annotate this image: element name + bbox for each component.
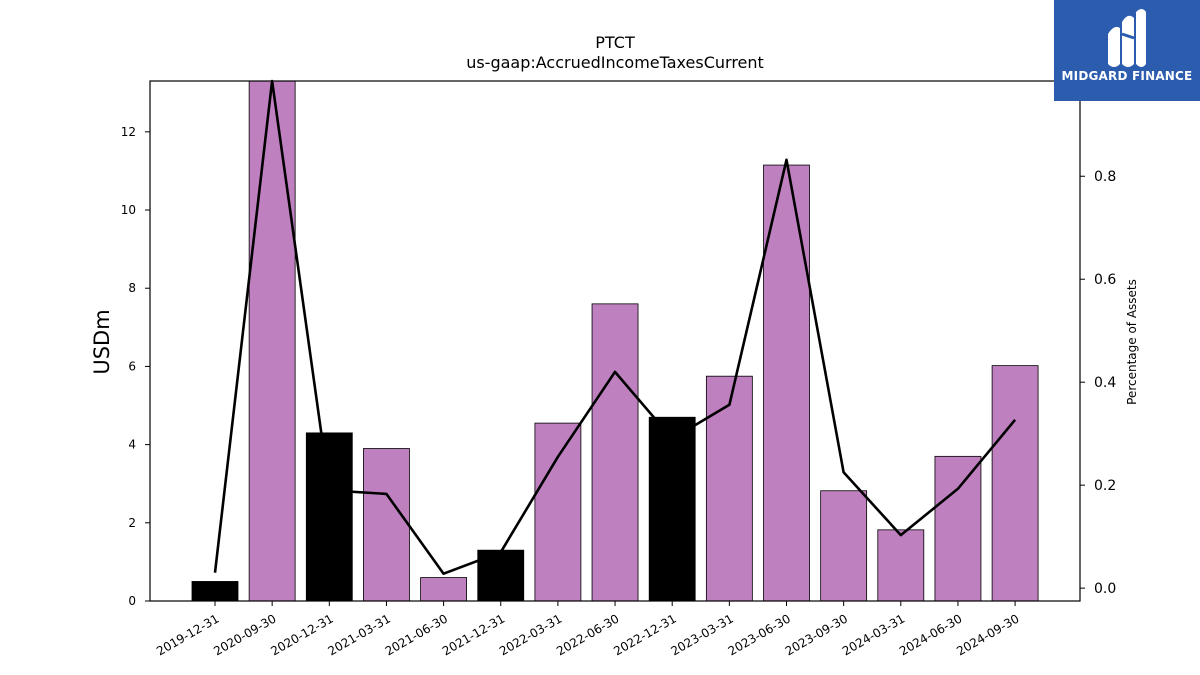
bar-2021-06-30: [420, 577, 468, 602]
x-tick-label: 2022-06-30: [554, 611, 621, 658]
x-tick-label: 2019-12-31: [154, 611, 221, 658]
y-tick-label: 0: [128, 594, 136, 608]
y-tick-label: 12: [121, 125, 136, 139]
bar-2024-09-30: [991, 365, 1039, 602]
bar-2022-12-31: [648, 416, 696, 602]
x-tick-label: 2020-12-31: [268, 611, 335, 658]
y-ticks: 0 2 4 6 8 10 12: [121, 125, 150, 608]
bar-2020-12-31: [305, 432, 353, 602]
y2-ticks: 0.0 0.2 0.4 0.6 0.8: [1080, 169, 1116, 597]
y2-tick-label: 0.6: [1094, 272, 1116, 288]
midgard-logo-icon: [1108, 9, 1146, 67]
chart-title: PTCT: [595, 33, 635, 52]
x-tick-label: 2021-12-31: [440, 611, 507, 658]
bar-2024-03-31: [877, 529, 925, 602]
y-axis-label: USDm: [90, 309, 114, 374]
y2-tick-label: 0.0: [1094, 581, 1116, 597]
bar-2019-12-31: [191, 581, 239, 602]
chart-subtitle: us-gaap:AccruedIncomeTaxesCurrent: [466, 53, 764, 72]
bar-2023-09-30: [820, 490, 868, 602]
y2-tick-label: 0.2: [1094, 478, 1116, 494]
line-series: [213, 79, 1017, 576]
x-tick-label: 2020-09-30: [211, 611, 278, 658]
bar-2024-06-30: [934, 455, 982, 602]
x-tick-label: 2023-09-30: [783, 611, 850, 658]
x-tick-label: 2023-06-30: [726, 611, 793, 658]
bar-2020-09-30: [248, 80, 296, 602]
x-tick-label: 2023-03-31: [668, 611, 735, 658]
percentage-line: [213, 79, 1017, 576]
y-tick-label: 8: [128, 281, 136, 295]
bar-2022-03-31: [534, 422, 582, 602]
x-tick-label: 2024-03-31: [840, 611, 907, 658]
company-logo: MIDGARD FINANCE: [1054, 0, 1200, 101]
y2-tick-label: 0.4: [1094, 375, 1116, 391]
bar-series: [191, 80, 1039, 602]
y-tick-label: 4: [128, 438, 136, 452]
x-ticks: 2019-12-312020-09-302020-12-312021-03-31…: [154, 601, 1022, 658]
bar-2022-06-30: [591, 303, 639, 602]
y2-tick-label: 0.8: [1094, 169, 1116, 185]
x-tick-label: 2022-03-31: [497, 611, 564, 658]
y-tick-label: 2: [128, 516, 136, 530]
x-tick-label: 2021-03-31: [326, 611, 393, 658]
bar-2021-03-31: [363, 448, 410, 602]
x-tick-label: 2024-09-30: [954, 611, 1021, 658]
x-tick-label: 2021-06-30: [383, 611, 450, 658]
y2-axis-label: Percentage of Assets: [1125, 279, 1139, 405]
x-tick-label: 2024-06-30: [897, 611, 964, 658]
y-tick-label: 10: [121, 203, 136, 217]
x-tick-label: 2022-12-31: [611, 611, 678, 658]
logo-text: MIDGARD FINANCE: [1061, 69, 1193, 83]
bar-2023-03-31: [705, 375, 753, 602]
y-tick-label: 6: [128, 359, 136, 373]
